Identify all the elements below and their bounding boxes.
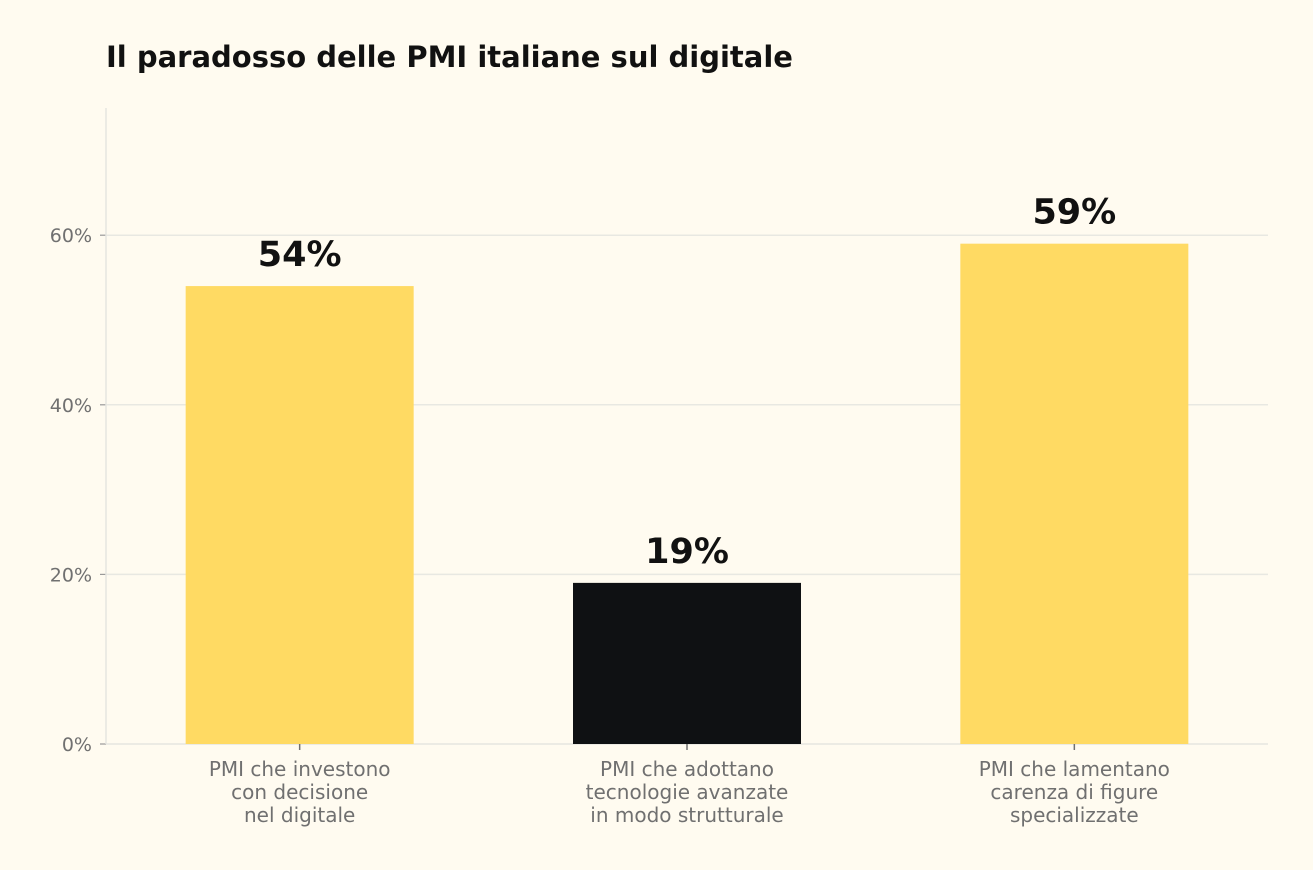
x-tick-label: PMI che adottano [600,757,774,781]
bar [185,286,414,744]
x-tick-label: nel digitale [244,803,355,827]
x-tick-label: PMI che investono [209,757,391,781]
bar [960,243,1189,744]
y-tick-label: 40% [50,395,92,417]
x-tick-label: carenza di figure [990,780,1158,804]
bar [573,582,801,744]
bars [185,243,1189,744]
y-tick-labels: 0% 20% 40% 60% [50,225,92,756]
x-tick-label: in modo strutturale [590,803,783,827]
data-label: 59% [1032,193,1116,233]
data-labels: 54% 19% 59% [258,193,1116,572]
data-label: 54% [258,235,342,275]
x-tick-label: PMI che lamentano [979,757,1170,781]
y-tick-label: 20% [50,564,92,586]
x-tick-label: tecnologie avanzate [586,780,789,804]
y-tick-label: 60% [50,225,92,247]
y-tick-label: 0% [62,734,92,756]
data-label: 19% [645,532,729,572]
x-tick-label: con decisione [231,780,368,804]
chart-title: Il paradosso delle PMI italiane sul digi… [106,40,793,74]
x-tick-label: specializzate [1010,803,1139,827]
